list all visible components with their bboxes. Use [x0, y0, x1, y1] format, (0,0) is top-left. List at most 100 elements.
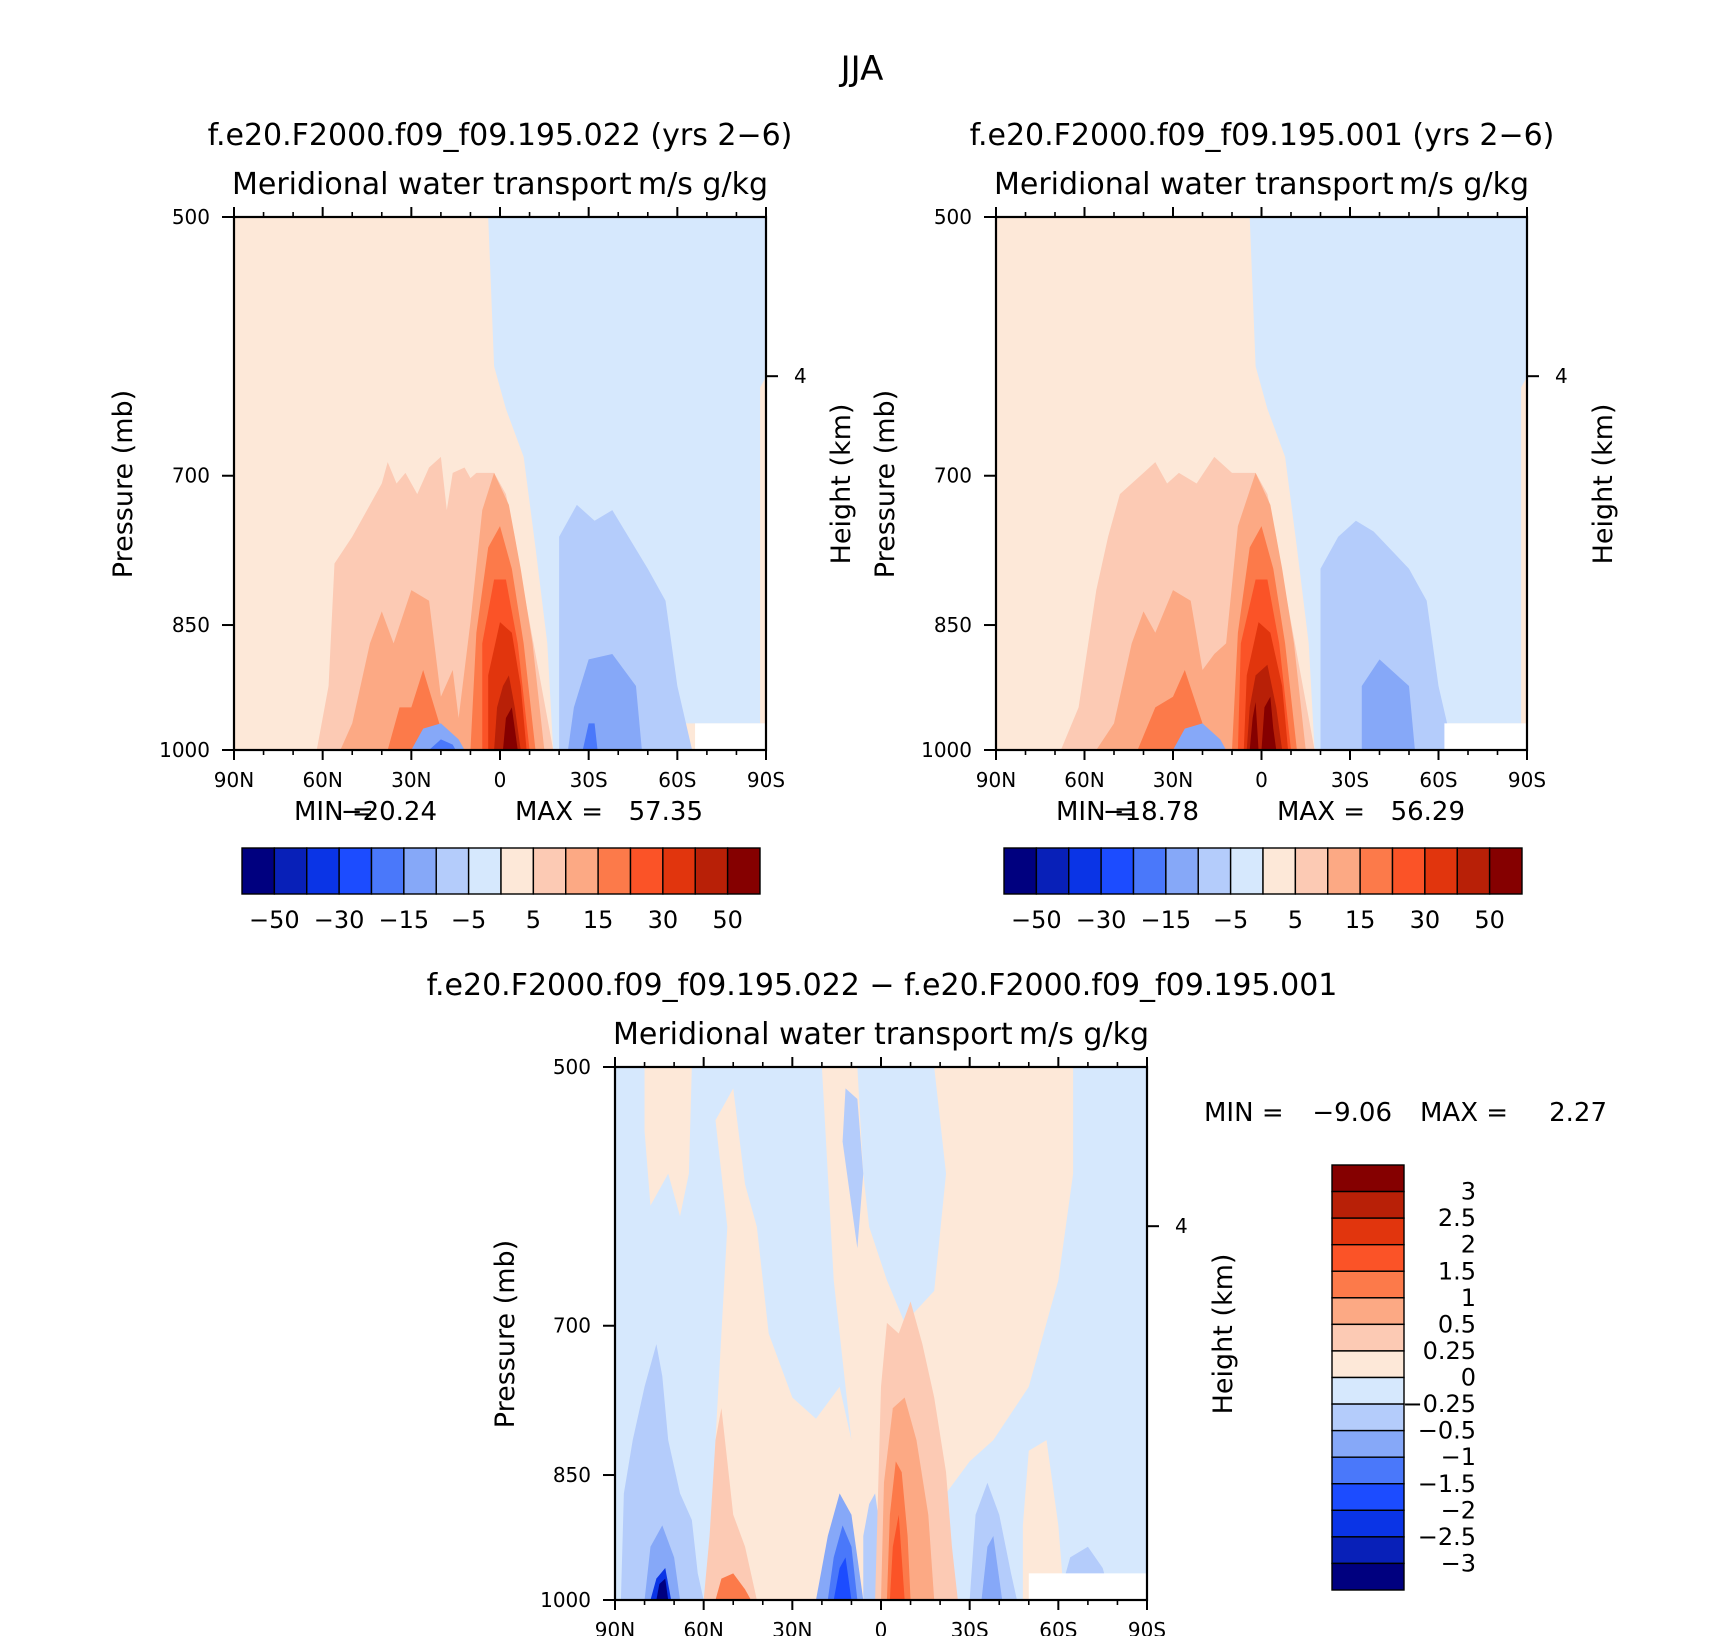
- colorbar-swatch: [1331, 1509, 1405, 1538]
- panel-1-low-neg: [411, 723, 465, 750]
- y-tick-label: 500: [553, 1055, 591, 1079]
- colorbar-label: −15: [1141, 906, 1192, 934]
- colorbar-swatch: [1488, 847, 1523, 895]
- colorbar-label: −2: [1441, 1496, 1476, 1524]
- panel-2-low-neg: [1173, 723, 1227, 750]
- colorbar-swatch: [273, 847, 308, 895]
- panel-3-pos-lvl5-a: [889, 1514, 905, 1600]
- panel-3-y2-label: Height (km): [1208, 1254, 1239, 1415]
- panel-3-pos-band-d: [1022, 1440, 1065, 1600]
- panel-1-missing-data: [695, 723, 766, 750]
- y-tick-label: 1000: [159, 738, 210, 762]
- y-tick-label: 700: [172, 464, 210, 488]
- panel-3-neg-core: [656, 1578, 669, 1600]
- colorbar-swatch: [1035, 847, 1070, 895]
- panel-1-pos-lvl8: [502, 707, 518, 750]
- x-tick-label: 60N: [1064, 768, 1104, 792]
- colorbar-swatch: [532, 847, 567, 895]
- x-tick-label: 0: [1255, 768, 1268, 792]
- x-tick-label: 30S: [570, 768, 608, 792]
- colorbar-swatch: [726, 847, 761, 895]
- colorbar-swatch: [565, 847, 599, 895]
- colorbar-swatch: [435, 847, 470, 895]
- colorbar-swatch: [1331, 1297, 1405, 1326]
- colorbar-label: −0.5: [1418, 1417, 1476, 1445]
- colorbar-swatch: [1331, 1376, 1405, 1405]
- panel-3-max-label: MAX =: [1420, 1098, 1508, 1128]
- panel-2-ticks: 90N 60N 30N 0 30S 60S 90S 500 700 850 1000 4: [921, 205, 1568, 792]
- colorbar-swatch: [1331, 1562, 1405, 1591]
- panel-2-y2-label: Height (km): [1588, 404, 1619, 565]
- y2-tick-label: 4: [1175, 1214, 1188, 1238]
- panel-1-field: [234, 217, 766, 750]
- panel-3-units: m/s g/kg: [1019, 1017, 1149, 1052]
- colorbar-swatch: [306, 847, 340, 895]
- colorbar-swatch: [1331, 1323, 1405, 1352]
- colorbar-swatch: [338, 847, 373, 895]
- panel-3-neg-lvl3-c: [981, 1536, 1003, 1600]
- x-tick-label: 90S: [1128, 1618, 1166, 1636]
- x-tick-label: 90N: [595, 1618, 635, 1636]
- x-tick-label: 0: [494, 768, 507, 792]
- panel-2-max-value: 56.29: [1391, 797, 1465, 827]
- colorbar-swatch: [1132, 847, 1167, 895]
- colorbar-swatch: [403, 847, 437, 895]
- colorbar-swatch: [1331, 1164, 1405, 1193]
- colorbar-label: 50: [712, 906, 743, 934]
- y-tick-label: 850: [553, 1463, 591, 1487]
- panel-3-pos-lvl2-b: [703, 1408, 757, 1600]
- panel-3-colorbar: 32.521.510.50.250−0.25−0.5−1−1.5−2−2.5−3: [1331, 1164, 1476, 1591]
- x-tick-label: 30N: [772, 1618, 812, 1636]
- panel-3-neg-lvl5-a: [833, 1557, 852, 1600]
- y-tick-label: 700: [934, 464, 972, 488]
- x-tick-label: 90S: [1508, 768, 1546, 792]
- panel-3-missing-data: [1028, 1573, 1147, 1600]
- x-tick-label: 0: [875, 1618, 888, 1636]
- figure-title: JJA: [839, 49, 884, 89]
- y-tick-label: 1000: [921, 738, 972, 762]
- colorbar-swatch: [1100, 847, 1135, 895]
- panel-3-pos-band-b: [703, 1088, 876, 1600]
- y-tick-label: 500: [934, 205, 972, 229]
- colorbar-label: 2: [1461, 1231, 1476, 1259]
- colorbar-label: 3: [1461, 1178, 1476, 1206]
- colorbar-label: −15: [379, 906, 430, 934]
- colorbar-label: 1: [1461, 1284, 1476, 1312]
- colorbar-swatch: [1294, 847, 1329, 895]
- x-tick-label: 60N: [683, 1618, 723, 1636]
- colorbar-label: −0.25: [1402, 1390, 1476, 1418]
- colorbar-swatch: [629, 847, 664, 895]
- panel-3-neg-lvl4-a: [827, 1525, 858, 1600]
- colorbar-swatch: [1165, 847, 1199, 895]
- panel-1: f.e20.F2000.f09_f09.195.022 (yrs 2−6) Me…: [108, 118, 857, 934]
- colorbar-swatch: [1327, 847, 1361, 895]
- panel-1-neg-lvl4: [582, 723, 598, 750]
- x-tick-label: 90S: [747, 768, 785, 792]
- colorbar-label: 2.5: [1438, 1204, 1476, 1232]
- panel-1-max-label: MAX =: [515, 797, 603, 827]
- panel-2-pos-lvl8: [1249, 696, 1277, 750]
- panel-3-variable: Meridional water transport: [613, 1017, 1013, 1052]
- colorbar-swatch: [1331, 1190, 1405, 1219]
- colorbar-label: −1.5: [1418, 1470, 1476, 1498]
- y-tick-label: 1000: [540, 1588, 591, 1612]
- panel-1-min-value: −20.24: [341, 797, 437, 827]
- colorbar-label: 30: [1410, 906, 1441, 934]
- colorbar-label: −2.5: [1418, 1523, 1476, 1551]
- colorbar-swatch: [1456, 847, 1491, 895]
- x-tick-label: 60N: [302, 768, 342, 792]
- colorbar-swatch: [694, 847, 729, 895]
- panel-2-colorbar: −50 −30 −15 −5 5 15 30 50: [1003, 847, 1523, 934]
- x-tick-label: 30N: [391, 768, 431, 792]
- panel-3: f.e20.F2000.f09_f09.195.022 − f.e20.F200…: [427, 968, 1607, 1640]
- colorbar-label: 0.25: [1423, 1337, 1476, 1365]
- colorbar-label: 0.5: [1438, 1310, 1476, 1338]
- panel-2-field: [996, 217, 1527, 750]
- panel-3-min-value: −9.06: [1312, 1098, 1392, 1128]
- panel-3-ticks: 90N 60N 30N 0 30S 60S 90S 500 700 850 1000 4: [540, 1055, 1188, 1640]
- colorbar-swatch: [1229, 847, 1264, 895]
- y2-tick-label: 4: [794, 364, 807, 388]
- colorbar-label: −50: [249, 906, 300, 934]
- panel-2: f.e20.F2000.f09_f09.195.001 (yrs 2−6) Me…: [870, 118, 1619, 934]
- x-tick-label: 30N: [1153, 768, 1193, 792]
